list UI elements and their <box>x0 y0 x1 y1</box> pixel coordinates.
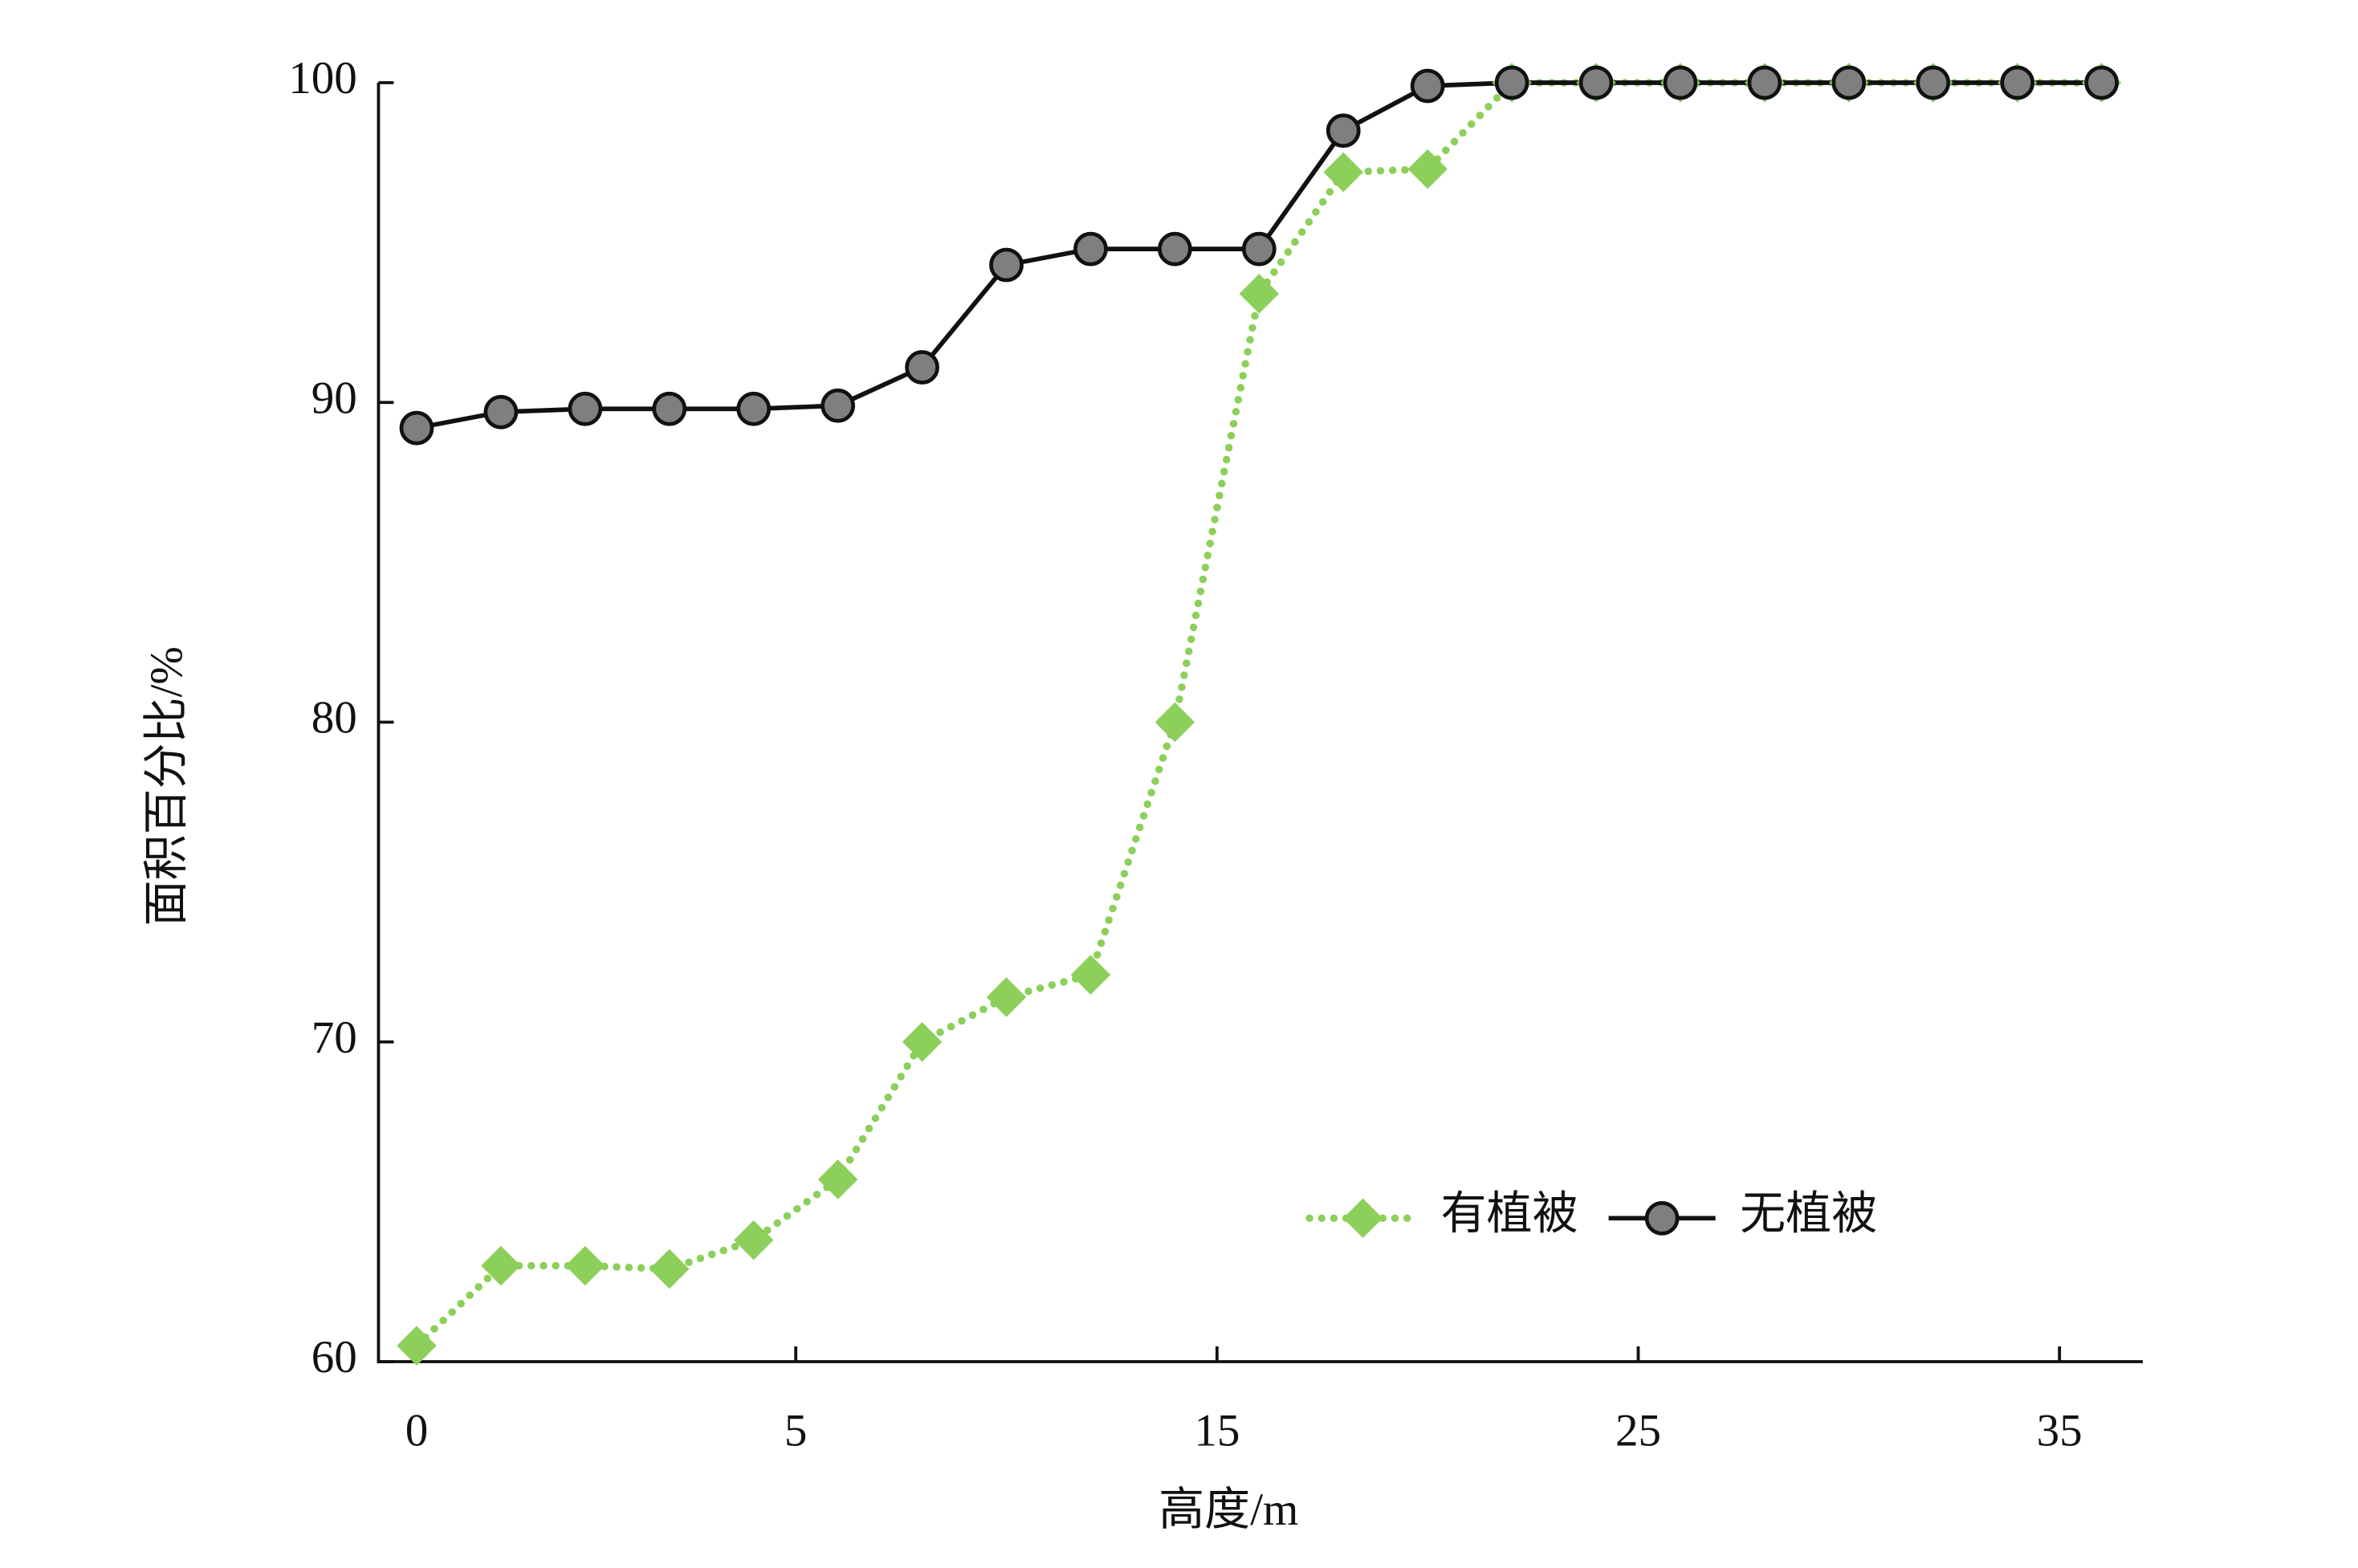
y-tick-label: 60 <box>312 1332 357 1383</box>
data-point <box>1494 65 1529 100</box>
legend-label: 有植被 <box>1441 1188 1578 1239</box>
data-point <box>397 1326 437 1366</box>
y-tick-label: 80 <box>312 693 357 743</box>
series-line <box>413 79 2106 1350</box>
data-point <box>1831 65 1867 100</box>
data-point <box>1663 65 1698 100</box>
data-point <box>399 410 434 446</box>
data-point <box>817 1159 858 1199</box>
x-tick-label: 35 <box>2037 1405 2083 1456</box>
y-axis-title: 面积百分比/% <box>141 646 192 926</box>
data-point <box>1916 65 1951 100</box>
data-point <box>568 391 603 426</box>
legend-label: 无植被 <box>1740 1188 1877 1239</box>
data-point <box>650 1248 690 1289</box>
data-point <box>483 394 519 430</box>
data-point <box>1410 68 1445 104</box>
data-point <box>1407 149 1448 189</box>
data-point <box>1326 113 1361 149</box>
data-point <box>1239 274 1280 314</box>
data-point <box>902 1022 943 1062</box>
data-point <box>1241 231 1277 267</box>
x-tick-label: 5 <box>784 1405 808 1456</box>
data-point <box>565 1245 605 1286</box>
data-point <box>736 391 772 426</box>
data-point <box>1747 65 1782 100</box>
data-point <box>1342 1198 1383 1239</box>
data-point <box>652 391 687 426</box>
data-point <box>986 977 1027 1017</box>
x-tick-label: 0 <box>405 1405 429 1456</box>
data-point <box>1157 231 1192 267</box>
data-point <box>1323 152 1363 193</box>
data-point <box>733 1220 774 1261</box>
x-tick-label: 15 <box>1194 1405 1240 1456</box>
y-tick-label: 70 <box>312 1012 357 1063</box>
data-point <box>989 247 1024 283</box>
data-point <box>481 1245 521 1286</box>
data-point <box>2000 65 2035 100</box>
data-point <box>821 388 856 423</box>
data-point <box>1070 955 1111 995</box>
y-tick-label: 100 <box>288 53 357 104</box>
x-tick-label: 25 <box>1615 1405 1661 1456</box>
data-point <box>1578 65 1614 100</box>
data-point <box>1155 702 1195 743</box>
y-tick-label: 90 <box>312 373 357 423</box>
data-point <box>1644 1200 1680 1236</box>
data-point <box>1073 231 1108 267</box>
data-point <box>2084 65 2120 100</box>
data-point <box>905 350 939 385</box>
x-axis-title: 高度/m <box>1159 1485 1298 1535</box>
